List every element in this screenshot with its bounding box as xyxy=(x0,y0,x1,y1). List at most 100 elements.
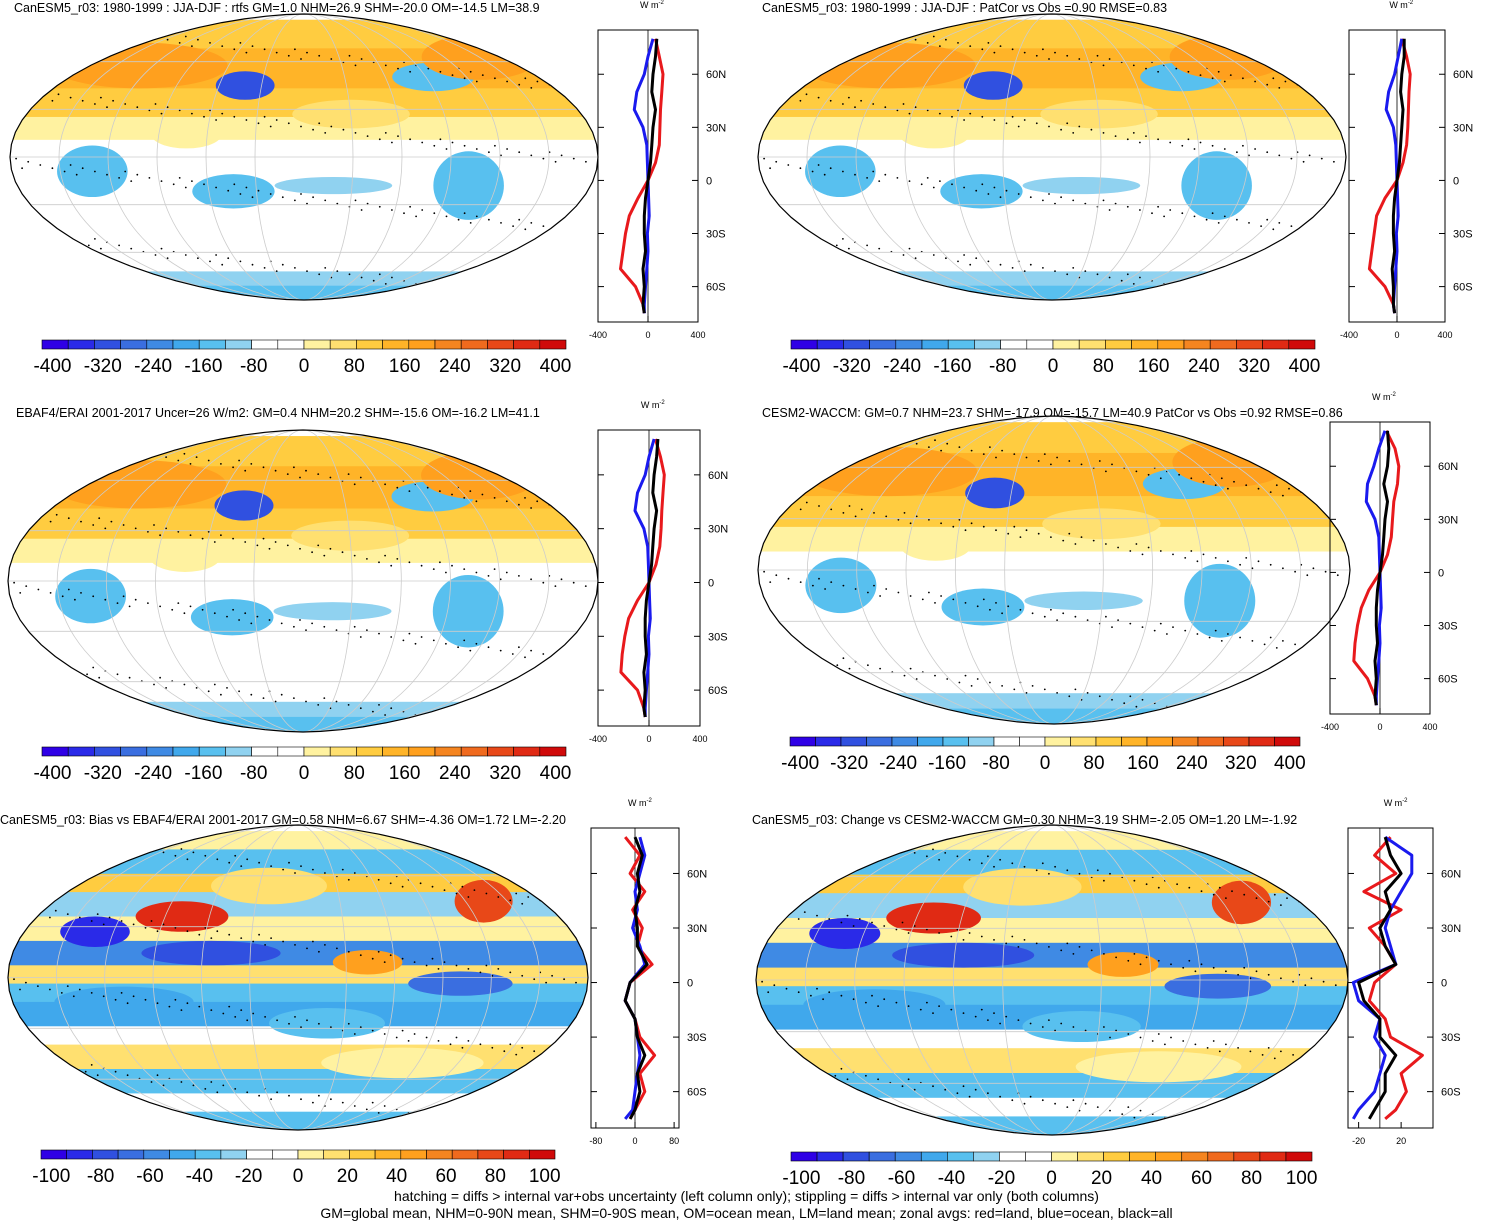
colorbar-swatch xyxy=(146,339,174,350)
zonal-unit-label: W m-2 xyxy=(641,400,665,410)
colorbar-swatch xyxy=(408,746,436,757)
colorbar-swatch xyxy=(1233,1151,1261,1162)
colorbar-swatch xyxy=(1078,339,1106,350)
colorbar-tick-label: 320 xyxy=(489,763,521,784)
colorbar-tick-label: -240 xyxy=(134,763,172,784)
colorbar-swatch xyxy=(513,339,541,350)
zonal-average-plot: 60N 30N 0 30S 60S -400 0 400 xyxy=(1340,29,1473,340)
colorbar-swatch xyxy=(329,339,357,350)
colorbar-swatch xyxy=(1025,1151,1052,1162)
colorbar-swatch xyxy=(143,1149,170,1160)
colorbar-tick-label: 400 xyxy=(1289,356,1321,377)
zonal-land-line xyxy=(1367,38,1412,314)
colorbar-tick-label: -400 xyxy=(33,356,71,377)
colorbar-swatch xyxy=(842,1151,870,1162)
zonal-ocean-line xyxy=(1351,835,1414,1120)
colorbar-swatch xyxy=(1197,736,1224,747)
colorbar-swatch xyxy=(251,339,279,350)
colorbar-swatch xyxy=(303,746,331,757)
zonal-unit-label: W m-2 xyxy=(1372,392,1396,402)
colorbar-tick-label: -40 xyxy=(938,1168,965,1189)
colorbar-swatch xyxy=(477,1149,504,1160)
colorbar-tick-label: -80 xyxy=(240,763,267,784)
zonal-x-tick-label: 400 xyxy=(1422,722,1437,732)
zonal-lat-tick-label: 30N xyxy=(1438,514,1458,526)
zonal-lat-tick-label: 30S xyxy=(1453,229,1473,241)
colorbar-tick-label: -20 xyxy=(988,1168,1015,1189)
colorbar-tick-label: 80 xyxy=(1093,356,1114,377)
zonal-lat-tick-label: 60S xyxy=(1438,674,1458,686)
colorbar-swatch xyxy=(1051,1151,1078,1162)
zonal-lat-tick-label: 60N xyxy=(687,868,707,880)
zonal-lat-tick-label: 30S xyxy=(1438,621,1458,633)
zonal-lat-tick-label: 30N xyxy=(1441,923,1461,935)
panel-title: CanESM5_r03: Change vs CESM2-WACCM GM=0.… xyxy=(752,813,1298,827)
colorbar-tick-label: 320 xyxy=(1225,753,1257,774)
colorbar-tick-label: -400 xyxy=(33,763,71,784)
colorbar-swatch xyxy=(1129,1151,1156,1162)
zonal-x-tick-label: -400 xyxy=(1340,330,1358,340)
colorbar-swatch xyxy=(1248,736,1275,747)
zonal-all-line xyxy=(1357,836,1403,1120)
zonal-lat-tick-label: 0 xyxy=(708,577,714,589)
colorbar-swatch xyxy=(1044,736,1071,747)
colorbar-swatch xyxy=(942,736,969,747)
unit-exponent: -2 xyxy=(659,400,665,406)
panel-title: EBAF4/ERAI 2001-2017 Uncer=26 W/m2: GM=0… xyxy=(16,406,540,420)
colorbar-swatch xyxy=(868,1151,896,1162)
colorbar-swatch xyxy=(198,339,226,350)
colorbar: -400 -320 -240 -160 -80 0 80 160 240 320 400 xyxy=(33,746,572,784)
colorbar-tick-label: 100 xyxy=(1286,1168,1318,1189)
colorbar: -400 -320 -240 -160 -80 0 80 160 240 320 400 xyxy=(33,339,571,377)
zonal-average-plot: 60N 30N 0 30S 60S -80 0 80 xyxy=(589,827,707,1146)
colorbar-swatch xyxy=(1131,339,1159,350)
zonal-x-tick-label: 0 xyxy=(646,734,651,744)
colorbar-tick-label: 400 xyxy=(540,763,572,784)
colorbar-swatch xyxy=(277,746,305,757)
unit-text: W m xyxy=(1372,392,1391,402)
colorbar-swatch xyxy=(198,746,226,757)
colorbar-tick-label: 80 xyxy=(485,1166,506,1187)
colorbar-swatch xyxy=(194,1149,222,1160)
colorbar-swatch xyxy=(297,1149,325,1160)
colorbar-tick-label: 320 xyxy=(489,356,521,377)
colorbar-swatch xyxy=(816,1151,844,1162)
colorbar-swatch xyxy=(1070,736,1097,747)
colorbar-tick-label: -320 xyxy=(84,356,122,377)
colorbar: -100 -80 -60 -40 -20 0 20 40 60 80 100 xyxy=(32,1149,561,1187)
colorbar-swatch xyxy=(460,339,488,350)
colorbar-tick-label: 160 xyxy=(389,356,421,377)
zonal-average-plot: 60N 30N 0 30S 60S -400 0 400 xyxy=(589,29,726,340)
zonal-land-line xyxy=(623,836,657,1120)
zonal-lat-tick-label: 60N xyxy=(706,69,726,81)
colorbar-swatch xyxy=(1183,339,1211,350)
zonal-lat-tick-label: 30N xyxy=(708,524,728,536)
colorbar-swatch xyxy=(40,1149,68,1160)
zonal-x-tick-label: 0 xyxy=(1377,722,1382,732)
colorbar-tick-label: -400 xyxy=(781,753,819,774)
zonal-unit-label: W m-2 xyxy=(1389,0,1413,10)
unit-text: W m xyxy=(627,798,647,808)
colorbar-swatch xyxy=(789,736,816,747)
zonal-lat-tick-label: 60S xyxy=(1441,1087,1461,1099)
zonal-x-tick-label: -400 xyxy=(1321,722,1339,732)
unit-exponent: -2 xyxy=(646,798,652,804)
colorbar-tick-label: -160 xyxy=(928,753,966,774)
colorbar-swatch xyxy=(539,746,567,757)
colorbar-swatch xyxy=(408,339,436,350)
colorbar-swatch xyxy=(1157,339,1185,350)
zonal-lat-tick-label: 60S xyxy=(708,685,728,697)
colorbar-tick-label: 320 xyxy=(1238,356,1270,377)
colorbar-swatch xyxy=(993,736,1020,747)
panel-title: CanESM5_r03: Bias vs EBAF4/ERAI 2001-201… xyxy=(0,813,566,827)
colorbar-swatch xyxy=(67,339,95,350)
colorbar-swatch xyxy=(816,339,844,350)
colorbar-tick-label: -80 xyxy=(982,753,1009,774)
colorbar-swatch xyxy=(246,1149,273,1160)
colorbar-swatch xyxy=(356,746,383,757)
colorbar-swatch xyxy=(920,1151,948,1162)
colorbar-tick-label: 240 xyxy=(1176,753,1208,774)
zonal-lat-tick-label: 30N xyxy=(687,923,707,935)
colorbar-swatch xyxy=(382,339,410,350)
colorbar-swatch xyxy=(67,746,95,757)
